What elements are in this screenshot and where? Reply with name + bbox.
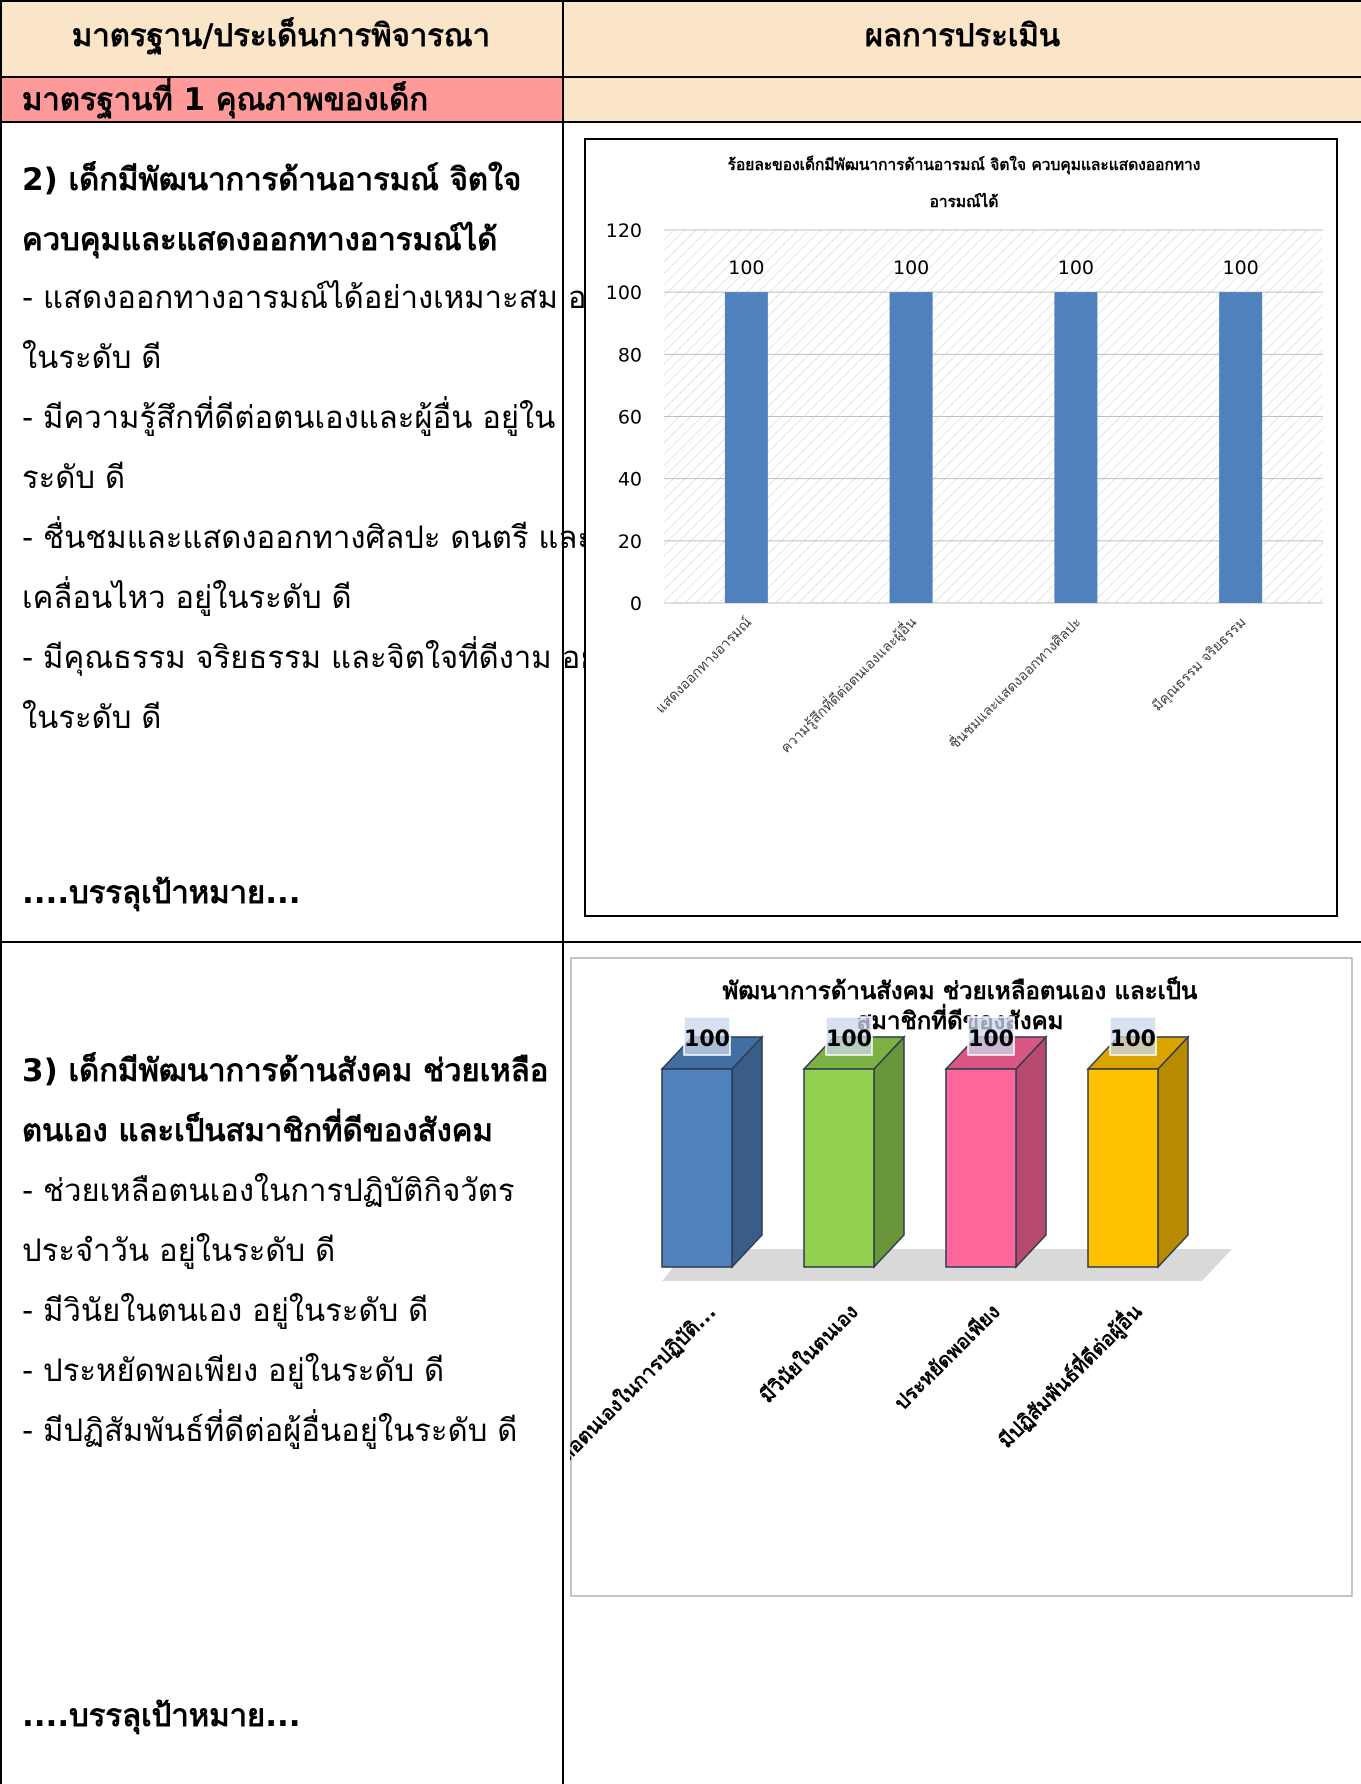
chart1-ytick-label: 40 [618,469,642,491]
table-left-border [0,0,2,1784]
section2-heading-1: 2) เด็กมีพัฒนาการด้านอารมณ์ จิตใจ [22,162,522,198]
column-divider [562,0,564,1784]
section2-line: - มีคุณธรรม จริยธรรม และจิตใจที่ดีงาม อย… [22,640,599,676]
standard-title: มาตรฐานที่ 1 คุณภาพของเด็ก [22,82,429,118]
table-header-row [0,0,1361,76]
section2-target: ....บรรลุเป้าหมาย... [22,875,301,911]
section3-line: - มีวินัยในตนเอง อยู่ในระดับ ดี [22,1293,429,1329]
chart1-data-label: 100 [1222,257,1258,279]
section3-line: ประจำวัน อยู่ในระดับ ดี [22,1233,336,1269]
chart2-bar [660,1035,764,1269]
chart1-title-line2: อารมณ์ได้ [930,192,999,211]
section2-heading-2: ควบคุมและแสดงออกทางอารมณ์ได้ [22,222,498,258]
chart2-label-box [825,1016,873,1056]
section3-heading-1: 3) เด็กมีพัฒนาการด้านสังคม ช่วยเหลือ [22,1053,549,1089]
chart1-title-line1: ร้อยละของเด็กมีพัฒนาการด้านอารมณ์ จิตใจ … [728,154,1201,175]
chart2-label-box [967,1016,1015,1056]
section2-line: - มีความรู้สึกที่ดีต่อตนเองและผู้อื่น อย… [22,400,556,436]
chart1-ytick-label: 100 [606,282,642,304]
chart1-ytick-label: 60 [618,407,642,429]
section3-line: - มีปฏิสัมพันธ์ที่ดีต่อผู้อื่นอยู่ในระดั… [22,1413,518,1449]
chart1-ytick-label: 0 [630,593,642,615]
section3-heading-2: ตนเอง และเป็นสมาชิกที่ดีของสังคม [22,1113,493,1149]
chart1-bar [1219,292,1263,603]
chart1-data-label: 100 [893,257,929,279]
chart2-data-label: 100 [968,1027,1014,1052]
standard-title-fill [564,78,1361,121]
chart2-data-label: 100 [684,1027,730,1052]
section2-line: ในระดับ ดี [22,700,162,736]
section3-line: - ประหยัดพอเพียง อยู่ในระดับ ดี [22,1353,445,1389]
chart1-bar [724,292,768,603]
chart2-label-box [683,1016,731,1056]
header-col2: ผลการประเมิน [864,18,1061,54]
section-divider [0,941,1361,943]
chart2-bar [1086,1035,1190,1269]
chart1-ytick-label: 120 [606,220,642,242]
chart2-data-label: 100 [1110,1027,1156,1052]
chart1-data-label: 100 [728,257,764,279]
section2-line: - ชื่นชมและแสดงออกทางศิลปะ ดนตรี และ [22,520,594,556]
emotional-development-chart: ร้อยละของเด็กมีพัฒนาการด้านอารมณ์ จิตใจ … [584,138,1338,917]
section3-line: - ช่วยเหลือตนเองในการปฏิบัติกิจวัตร [22,1173,515,1209]
chart1-bar [1054,292,1098,603]
chart2-label-box [1109,1016,1157,1056]
chart2-bar [944,1035,1048,1269]
section3-target: ....บรรลุเป้าหมาย... [22,1698,301,1734]
standard-title-cell [0,78,562,121]
standard-row-bottom-border [0,121,1361,123]
header-col1: มาตรฐาน/ประเด็นการพิจารณา [71,18,491,54]
section2-line: - แสดงออกทางอารมณ์ได้อย่างเหมาะสม อยู่ [22,280,605,316]
chart1-ytick-label: 20 [618,531,642,553]
chart1-data-label: 100 [1058,257,1094,279]
section2-line: ระดับ ดี [22,460,126,496]
chart1-bar [889,292,933,603]
social-development-chart: พัฒนาการด้านสังคม ช่วยเหลือตนเอง และเป็น… [570,957,1353,1597]
section2-line: ในระดับ ดี [22,340,162,376]
chart1-ytick-label: 80 [618,344,642,366]
chart2-title-line1: พัฒนาการด้านสังคม ช่วยเหลือตนเอง และเป็น [723,976,1199,1005]
table-top-border [0,0,1361,2]
chart2-title-line2: สมาชิกที่ดีของสังคม [857,1003,1064,1035]
header-bottom-border [0,76,1361,78]
chart2-data-label: 100 [826,1027,872,1052]
section2-line: เคลื่อนไหว อยู่ในระดับ ดี [22,580,352,616]
chart2-bar [802,1035,906,1269]
